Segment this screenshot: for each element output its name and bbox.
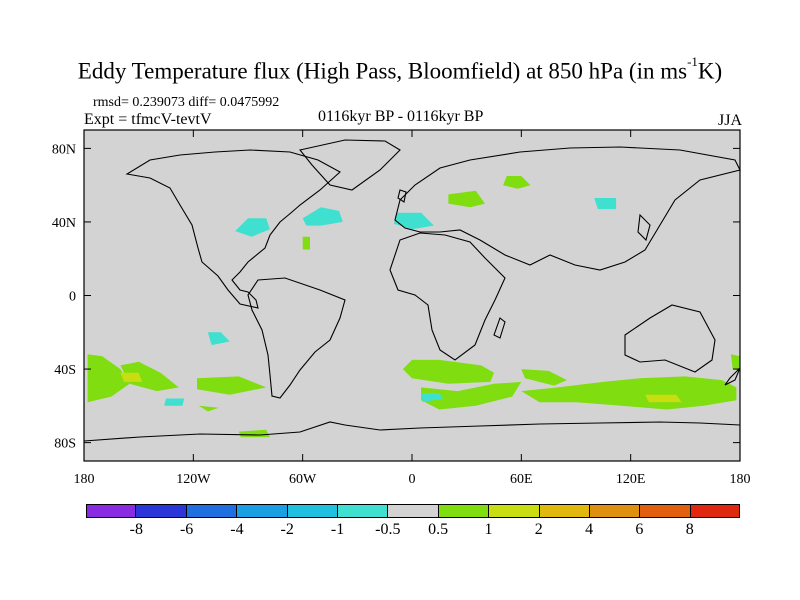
anomaly-regions: [87, 176, 740, 438]
coast-eurasia: [394, 146, 741, 271]
coast-britain: [397, 189, 407, 203]
region-south-pacific-neg-1: [164, 398, 185, 406]
region-eurasia-pos-2: [503, 176, 531, 189]
region-southern-ocean-pos-3: [730, 354, 740, 370]
lon-tick-label: 60E: [510, 472, 533, 487]
colorbar-label: -4: [230, 521, 244, 538]
title-main: Eddy Temperature flux (High Pass, Bloomf…: [77, 58, 688, 84]
map-background: [84, 130, 740, 461]
colorbar-label: -2: [280, 521, 294, 538]
lon-tick-label: 180: [74, 472, 95, 487]
coast-madagascar: [493, 317, 506, 339]
stats-line: rmsd= 0.239073 diff= 0.0475992: [93, 95, 280, 110]
region-south-pacific-pos-3: [197, 376, 267, 395]
colorbar-cell: [136, 504, 187, 518]
colorbar-cell: [539, 504, 590, 518]
region-southern-ocean-pos-5: [645, 394, 682, 403]
colorbar-label: 6: [635, 521, 644, 538]
colorbar-label: 0.5: [428, 521, 449, 538]
axis-ticks: 80N 40N 0 40S 80S 180 120W 60W 0 60E 120E 180: [52, 130, 751, 487]
region-south-pacific-pos-4: [198, 405, 219, 412]
colorbar-cell: [186, 504, 238, 518]
colorbar-cell: [388, 504, 439, 518]
title-end: K): [697, 58, 723, 84]
lon-tick-label: 120E: [616, 472, 646, 487]
colorbar-label: 8: [685, 521, 694, 538]
lat-tick-label: 0: [69, 290, 76, 305]
region-north-pacific-neg: [207, 332, 230, 346]
colorbar-label: -6: [179, 521, 194, 538]
colorbar-cell: [438, 504, 490, 518]
region-southern-ocean-pos-2: [521, 376, 737, 410]
colorbar-cell: [589, 504, 641, 518]
colorbar-label: 1: [484, 521, 493, 538]
colorbar-cell: [287, 504, 338, 518]
region-mediterranean-neg: [393, 212, 434, 230]
lat-tick-label: 80S: [54, 437, 76, 452]
coast-australia: [624, 304, 716, 373]
coast-north-america: [125, 149, 341, 309]
colorbar-label: -0.5: [375, 521, 401, 538]
region-eurasia-neg: [594, 198, 617, 210]
season-label: JJA: [717, 112, 742, 129]
region-eurasia-pos-1: [448, 190, 485, 208]
period-label: 0116kyr BP - 0116kyr BP: [318, 108, 484, 125]
colorbar-label: 4: [585, 521, 594, 538]
coast-antarctica: [83, 421, 741, 442]
region-north-atlantic-pos-1: [302, 236, 310, 250]
coastlines: [83, 139, 741, 442]
colorbar-label: -1: [330, 521, 345, 538]
coast-greenland: [299, 139, 401, 191]
lat-tick-label: 80N: [52, 142, 76, 157]
coast-south-america: [247, 277, 346, 399]
colorbar-cell: [86, 504, 137, 518]
region-south-atlantic-pos-2: [421, 381, 522, 410]
lon-tick-label: 60W: [289, 472, 317, 487]
colorbar-cell: [690, 504, 741, 518]
lat-tick-label: 40N: [52, 216, 76, 231]
colorbar-label: -8: [129, 521, 143, 538]
region-southern-ocean-pos-1: [521, 369, 567, 386]
region-south-pacific-pos-2: [120, 361, 179, 392]
chart-title: Eddy Temperature flux (High Pass, Bloomf…: [0, 54, 800, 85]
lon-tick-label: 0: [409, 472, 416, 487]
region-north-atlantic-neg-1: [235, 218, 270, 237]
lon-tick-label: 120W: [176, 472, 211, 487]
region-south-atlantic-pos-1: [402, 359, 494, 384]
coast-new-zealand: [724, 367, 741, 386]
colorbar-cell: [489, 504, 540, 518]
coast-japan: [637, 213, 651, 242]
coast-africa: [389, 232, 506, 361]
title-superscript: -1: [687, 54, 698, 69]
region-southern-ocean-pos-4: [120, 372, 143, 382]
region-north-atlantic-neg-2: [302, 207, 343, 226]
lon-tick-label: 180: [730, 472, 751, 487]
region-south-pacific-pos-1: [87, 354, 130, 403]
colorbar: [86, 504, 741, 518]
region-south-atlantic-neg: [421, 393, 443, 403]
colorbar-cell: [640, 504, 691, 518]
experiment-label: Expt = tfmcV-tevtV: [84, 111, 212, 128]
colorbar-cell: [337, 504, 389, 518]
colorbar-label: 2: [534, 521, 543, 538]
colorbar-cell: [237, 504, 288, 518]
lat-tick-label: 40S: [54, 363, 76, 378]
